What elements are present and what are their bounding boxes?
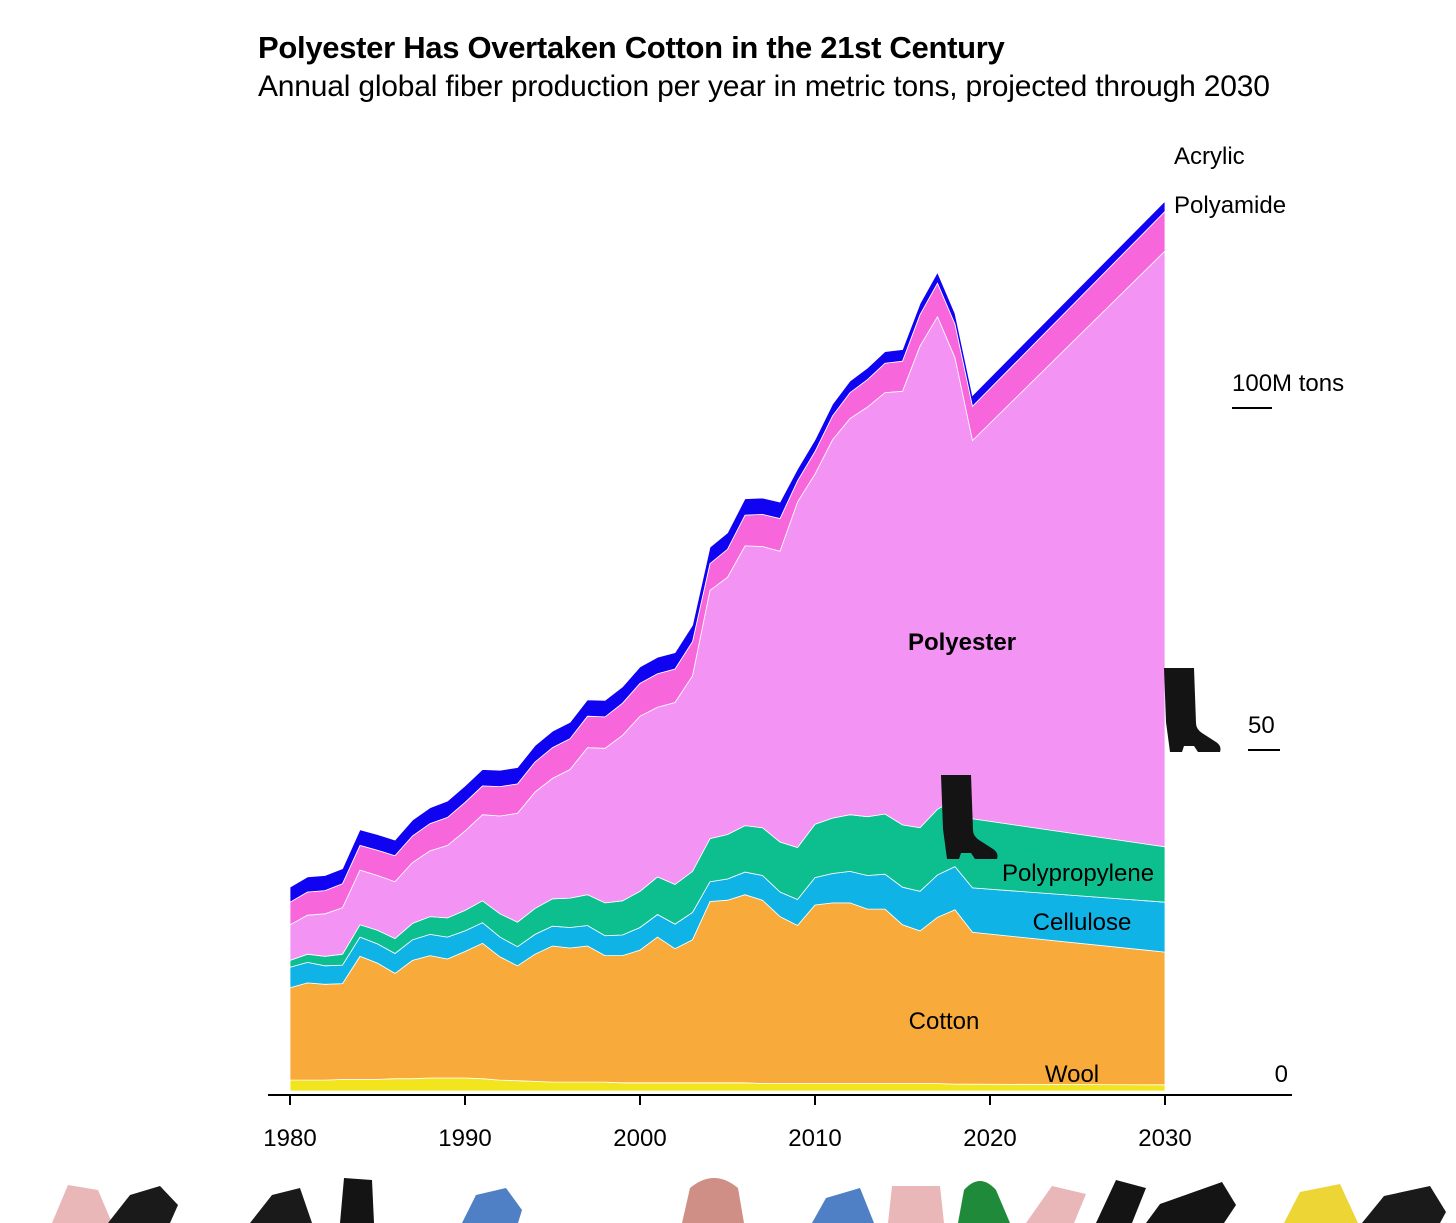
hat-icon	[682, 1178, 744, 1223]
clothing-strip	[52, 1178, 1446, 1223]
boot-icon	[941, 775, 998, 859]
boot-icon	[1146, 1182, 1236, 1223]
series-label-polyamide: Polyamide	[1174, 192, 1286, 219]
y-tick-label: 100M tons	[1232, 370, 1344, 397]
series-label-polyester: Polyester	[908, 629, 1016, 656]
x-tick-label: 1980	[263, 1125, 316, 1152]
x-tick-label: 1990	[438, 1125, 491, 1152]
jacket-icon	[108, 1186, 178, 1223]
x-axis-ticks: 1980 1990 2000 2010 2020 2030	[263, 1095, 1192, 1152]
series-labels: Acrylic Polyamide Polyester Polypropylene Ce…	[908, 143, 1286, 1088]
y-tick-label: 50	[1248, 712, 1275, 739]
boot-icon	[1096, 1180, 1146, 1223]
series-label-acrylic: Acrylic	[1174, 143, 1245, 170]
x-tick-label: 2010	[788, 1125, 841, 1152]
x-tick-label: 2000	[613, 1125, 666, 1152]
denim-jacket-icon	[812, 1188, 874, 1223]
y-tick-label: 0	[1275, 1061, 1288, 1088]
jacket-icon	[250, 1188, 312, 1223]
denim-jacket-icon	[462, 1188, 522, 1223]
pink-jeans-icon	[1026, 1186, 1086, 1223]
areas-layer	[289, 200, 1166, 1092]
boot-icon	[340, 1178, 374, 1223]
boot-icon	[1164, 668, 1221, 752]
series-label-cellulose: Cellulose	[1033, 909, 1132, 936]
series-label-polypropylene: Polypropylene	[1002, 860, 1154, 887]
jacket-icon	[1362, 1186, 1446, 1223]
y-axis-ticks: 0 50 100M tons	[1232, 370, 1344, 1088]
chart-subtitle: Annual global fiber production per year …	[258, 70, 1270, 103]
series-label-wool: Wool	[1045, 1061, 1099, 1088]
chart-title: Polyester Has Overtaken Cotton in the 21…	[258, 30, 1005, 65]
pink-jeans-icon	[888, 1186, 944, 1223]
x-tick-label: 2030	[1138, 1125, 1191, 1152]
yellow-shirt-icon	[1284, 1184, 1358, 1223]
area-acrylic	[289, 200, 1166, 903]
pink-jeans-icon	[52, 1185, 112, 1223]
hoodie-icon	[958, 1181, 1010, 1223]
series-label-cotton: Cotton	[909, 1008, 980, 1035]
x-tick-label: 2020	[963, 1125, 1016, 1152]
